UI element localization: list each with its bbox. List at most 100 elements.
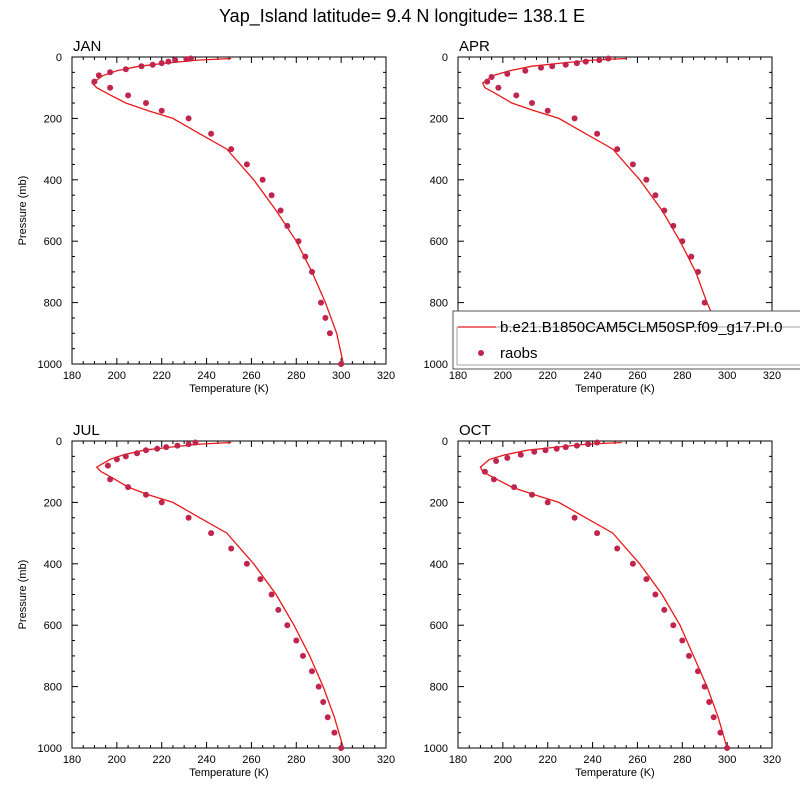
x-tick-label: 200 — [108, 370, 126, 382]
y-tick-label: 1000 — [38, 359, 62, 371]
raobs-point — [172, 57, 179, 64]
raobs-point — [183, 56, 190, 63]
raobs-points — [104, 439, 345, 751]
raobs-point — [302, 253, 309, 260]
raobs-point — [652, 591, 659, 598]
raobs-points — [91, 55, 345, 367]
raobs-point — [275, 606, 282, 613]
x-tick-label: 260 — [242, 754, 260, 766]
raobs-point — [185, 441, 192, 448]
x-tick-label: 200 — [108, 754, 126, 766]
raobs-point — [495, 84, 502, 91]
y-tick-label: 600 — [430, 620, 448, 632]
raobs-point — [338, 745, 345, 751]
x-tick-label: 280 — [287, 370, 305, 382]
raobs-point — [643, 576, 650, 583]
y-axis-label: Pressure (mb) — [17, 560, 29, 630]
raobs-point — [688, 253, 695, 260]
x-axis-label: Temperature (K) — [189, 767, 268, 779]
raobs-point — [529, 100, 535, 106]
raobs-point — [562, 444, 569, 451]
x-axis-label: Temperature (K) — [189, 383, 268, 395]
raobs-point — [143, 100, 149, 106]
raobs-point — [571, 115, 578, 122]
raobs-point — [695, 268, 701, 275]
x-tick-label: 240 — [197, 754, 215, 766]
x-tick-label: 180 — [63, 370, 81, 382]
y-tick-label: 400 — [430, 175, 448, 187]
panel-title: JUL — [73, 422, 100, 439]
y-tick-label: 0 — [442, 436, 448, 448]
x-tick-label: 260 — [628, 370, 646, 382]
raobs-point — [134, 450, 140, 457]
model-profile-line — [479, 441, 728, 749]
raobs-point — [243, 560, 250, 567]
x-tick-label: 200 — [494, 754, 512, 766]
x-tick-label: 320 — [377, 754, 395, 766]
y-tick-label: 400 — [44, 559, 62, 571]
y-tick-label: 600 — [44, 236, 62, 248]
x-tick-label: 320 — [377, 370, 395, 382]
raobs-point — [710, 714, 717, 721]
y-tick-label: 1000 — [38, 743, 62, 755]
raobs-point — [585, 441, 592, 448]
raobs-point — [629, 560, 636, 567]
raobs-point — [582, 58, 589, 65]
raobs-point — [185, 514, 192, 521]
raobs-point — [517, 451, 524, 458]
raobs-point — [295, 238, 302, 245]
y-axis-label: Pressure (mb) — [17, 176, 29, 246]
figure-title: Yap_Island latitude= 9.4 N longitude= 13… — [219, 6, 585, 27]
raobs-point — [277, 207, 284, 214]
raobs-point — [122, 66, 129, 73]
x-tick-label: 320 — [763, 370, 781, 382]
raobs-point — [165, 58, 172, 65]
raobs-points — [484, 55, 731, 367]
plot-frame — [457, 440, 773, 749]
raobs-point — [154, 445, 161, 452]
raobs-point — [614, 146, 621, 153]
raobs-point — [268, 192, 275, 199]
raobs-point — [573, 60, 580, 67]
raobs-point — [95, 72, 102, 79]
x-tick-label: 280 — [673, 370, 691, 382]
x-tick-label: 280 — [673, 754, 691, 766]
raobs-point — [228, 146, 235, 153]
raobs-point — [488, 74, 495, 80]
raobs-point — [538, 64, 544, 71]
x-tick-label: 240 — [583, 370, 601, 382]
x-tick-label: 220 — [539, 754, 557, 766]
raobs-point — [257, 576, 264, 583]
x-tick-label: 200 — [494, 370, 512, 382]
x-tick-label: 220 — [153, 370, 171, 382]
raobs-point — [125, 484, 132, 491]
raobs-point — [174, 442, 181, 449]
raobs-point — [259, 176, 266, 183]
y-tick-label: 200 — [44, 113, 62, 125]
raobs-point — [679, 637, 686, 644]
chart-panel-jul: 180 200 220 240 260 280 300 320 0 200 400 600 800 100… — [17, 422, 395, 779]
x-tick-label: 240 — [583, 754, 601, 766]
chart-panel-oct: 180 200 220 240 260 280 300 320 0 200 400 600 800 100… — [424, 422, 782, 779]
legend-box — [452, 310, 800, 370]
raobs-point — [717, 729, 724, 736]
x-tick-label: 320 — [763, 754, 781, 766]
raobs-point — [481, 468, 488, 475]
raobs-point — [562, 61, 569, 68]
raobs-point — [670, 622, 677, 629]
plot-frame — [71, 440, 387, 749]
raobs-point — [724, 745, 731, 751]
raobs-point — [143, 447, 149, 454]
y-tick-label: 0 — [442, 52, 448, 64]
x-tick-label: 220 — [153, 754, 171, 766]
raobs-point — [107, 476, 114, 483]
raobs-point — [594, 439, 601, 446]
x-tick-label: 260 — [242, 370, 260, 382]
x-axis-label: Temperature (K) — [575, 767, 654, 779]
raobs-point — [643, 176, 650, 183]
raobs-point — [605, 55, 612, 62]
x-axis-label: Temperature (K) — [575, 383, 654, 395]
raobs-point — [504, 70, 511, 77]
x-tick-label: 180 — [449, 370, 467, 382]
raobs-points — [481, 439, 731, 751]
